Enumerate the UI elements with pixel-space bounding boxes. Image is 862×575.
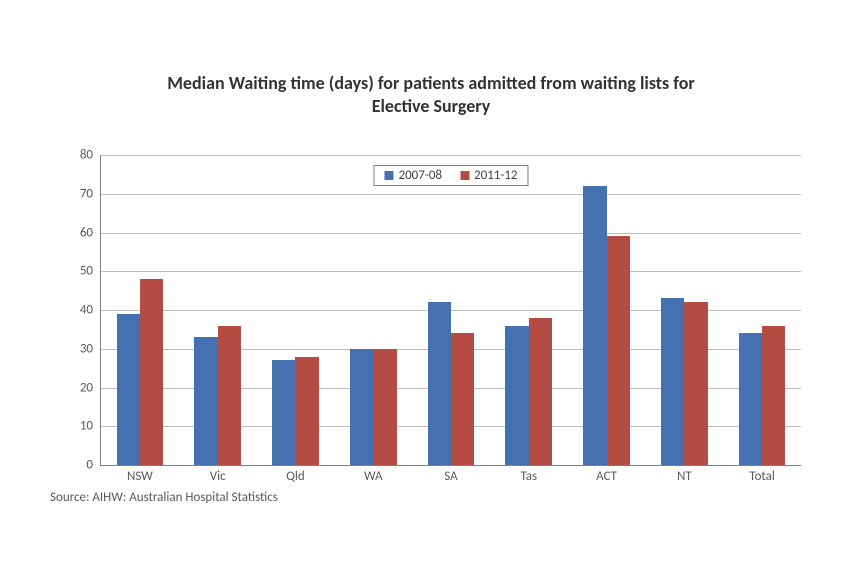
gridline xyxy=(101,271,801,272)
bar-NSW-2007-08 xyxy=(117,314,140,465)
gridline xyxy=(101,194,801,195)
bar-NSW-2011-12 xyxy=(140,279,163,465)
y-tick-label: 50 xyxy=(53,264,93,279)
legend-swatch-series-1 xyxy=(460,171,469,180)
bar-ACT-2011-12 xyxy=(607,236,630,465)
x-tick-label: Total xyxy=(749,469,774,484)
bar-Vic-2011-12 xyxy=(218,326,241,466)
legend-item-series-1: 2011-12 xyxy=(460,168,518,183)
bar-SA-2011-12 xyxy=(451,333,474,465)
x-tick-label: SA xyxy=(444,469,457,484)
bar-Qld-2007-08 xyxy=(272,360,295,465)
legend: 2007-08 2011-12 xyxy=(373,165,528,186)
x-tick-label: WA xyxy=(364,469,383,484)
y-tick-label: 0 xyxy=(53,458,93,473)
bar-ACT-2007-08 xyxy=(583,186,606,465)
x-tick-label: NSW xyxy=(127,469,153,484)
chart-container: Median Waiting time (days) for patients … xyxy=(0,0,862,575)
y-tick-label: 30 xyxy=(53,341,93,356)
bar-NT-2007-08 xyxy=(661,298,684,465)
x-tick-label: ACT xyxy=(596,469,617,484)
bar-SA-2007-08 xyxy=(428,302,451,465)
bar-Qld-2011-12 xyxy=(295,357,318,466)
chart-title-line1: Median Waiting time (days) for patients … xyxy=(167,72,695,94)
chart-title: Median Waiting time (days) for patients … xyxy=(0,72,862,117)
chart-title-line2: Elective Surgery xyxy=(372,95,491,117)
bar-Total-2011-12 xyxy=(762,326,785,466)
y-tick-label: 60 xyxy=(53,225,93,240)
legend-label-series-0: 2007-08 xyxy=(398,168,442,183)
y-tick-label: 10 xyxy=(53,419,93,434)
plot-area: 2007-08 2011-12 Days 01020304050607080NS… xyxy=(100,155,801,466)
gridline xyxy=(101,233,801,234)
legend-label-series-1: 2011-12 xyxy=(474,168,518,183)
legend-swatch-series-0 xyxy=(384,171,393,180)
gridline xyxy=(101,155,801,156)
x-tick-label: NT xyxy=(677,469,692,484)
y-tick-label: 80 xyxy=(53,148,93,163)
bar-Tas-2007-08 xyxy=(505,326,528,466)
y-tick-label: 70 xyxy=(53,186,93,201)
bar-Total-2007-08 xyxy=(739,333,762,465)
x-tick-label: Vic xyxy=(210,469,226,484)
bar-NT-2011-12 xyxy=(684,302,707,465)
legend-item-series-0: 2007-08 xyxy=(384,168,442,183)
bar-Vic-2007-08 xyxy=(194,337,217,465)
source-text: Source: AIHW: Australian Hospital Statis… xyxy=(50,490,278,505)
x-tick-label: Tas xyxy=(520,469,537,484)
y-tick-label: 20 xyxy=(53,380,93,395)
x-tick-label: Qld xyxy=(286,469,305,484)
y-tick-label: 40 xyxy=(53,303,93,318)
bar-Tas-2011-12 xyxy=(529,318,552,465)
bar-WA-2011-12 xyxy=(373,349,396,465)
bar-WA-2007-08 xyxy=(350,349,373,465)
